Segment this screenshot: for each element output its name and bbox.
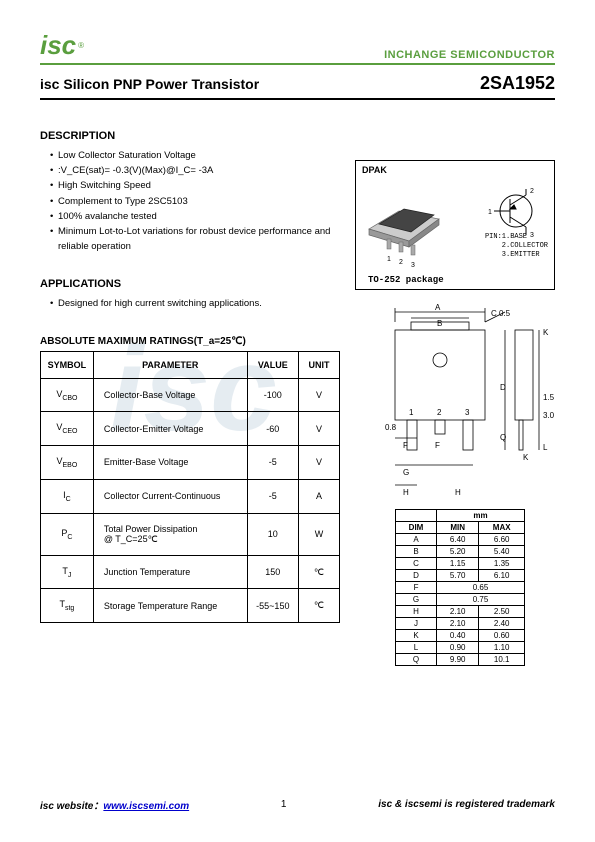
cell-param: Collector-Emitter Voltage	[93, 412, 247, 446]
table-row: ICCollector Current-Continuous-5A	[41, 479, 340, 513]
cell-unit: V	[298, 378, 339, 412]
title-row: isc Silicon PNP Power Transistor 2SA1952	[40, 73, 555, 100]
applications-list: Designed for high current switching appl…	[40, 296, 345, 311]
cell-min: 9.90	[437, 654, 479, 666]
cell-value: -5	[247, 479, 298, 513]
cell-unit: ℃	[298, 589, 339, 623]
description-heading: DESCRIPTION	[40, 130, 345, 142]
cell-symbol: IC	[41, 479, 94, 513]
cell-param: Junction Temperature	[93, 555, 247, 589]
cell-symbol: TJ	[41, 555, 94, 589]
footer-website: isc website：www.iscsemi.com	[40, 797, 189, 812]
cell-unit: V	[298, 412, 339, 446]
col-symbol: SYMBOL	[41, 351, 94, 378]
cell-max: 10.1	[479, 654, 525, 666]
col-parameter: PARAMETER	[93, 351, 247, 378]
cell-dim: Q	[396, 654, 437, 666]
table-row: VCEOCollector-Emitter Voltage-60V	[41, 412, 340, 446]
company-name: INCHANGE SEMICONDUCTOR	[384, 49, 555, 61]
col-unit: UNIT	[298, 351, 339, 378]
desc-item: High Switching Speed	[50, 178, 345, 193]
footer-trademark: isc & iscsemi is registered trademark	[378, 799, 555, 810]
cell-min: 0.40	[437, 630, 479, 642]
cell-value: 150	[247, 555, 298, 589]
page-footer: isc website：www.iscsemi.com 1 isc & iscs…	[40, 797, 555, 812]
table-row: L0.901.10	[396, 642, 525, 654]
page-number: 1	[281, 799, 287, 810]
cell-symbol: Tstg	[41, 589, 94, 623]
logo-text: isc	[40, 30, 76, 61]
website-link[interactable]: www.iscsemi.com	[103, 801, 189, 812]
ratings-heading: ABSOLUTE MAXIMUM RATINGS(T_a=25℃)	[40, 336, 345, 347]
cell-value: 10	[247, 513, 298, 555]
cell-value: -55~150	[247, 589, 298, 623]
table-row: TJJunction Temperature150℃	[41, 555, 340, 589]
part-number: 2SA1952	[480, 73, 555, 94]
desc-item: Low Collector Saturation Voltage	[50, 148, 345, 163]
table-row: TstgStorage Temperature Range-55~150℃	[41, 589, 340, 623]
cell-dim: K	[396, 630, 437, 642]
logo-registered: ®	[78, 41, 84, 50]
cell-symbol: PC	[41, 513, 94, 555]
desc-item: Minimum Lot-to-Lot variations for robust…	[50, 224, 345, 254]
trademark-text: isc & iscsemi is registered trademark	[378, 799, 555, 810]
cell-param: Total Power Dissipation@ T_C=25℃	[93, 513, 247, 555]
col-value: VALUE	[247, 351, 298, 378]
cell-max: 1.10	[479, 642, 525, 654]
page-header: isc ® INCHANGE SEMICONDUCTOR	[40, 30, 555, 65]
cell-param: Collector Current-Continuous	[93, 479, 247, 513]
desc-item: :V_CE(sat)= -0.3(V)(Max)@I_C= -3A	[50, 163, 345, 178]
cell-value: -100	[247, 378, 298, 412]
cell-param: Emitter-Base Voltage	[93, 446, 247, 480]
cell-unit: V	[298, 446, 339, 480]
cell-max: 0.60	[479, 630, 525, 642]
ratings-table: SYMBOL PARAMETER VALUE UNIT VCBOCollecto…	[40, 351, 340, 624]
cell-unit: ℃	[298, 555, 339, 589]
cell-min: 0.90	[437, 642, 479, 654]
desc-item: Complement to Type 2SC5103	[50, 194, 345, 209]
website-label: isc website：	[40, 801, 103, 812]
cell-symbol: VCBO	[41, 378, 94, 412]
table-row: VEBOEmitter-Base Voltage-5V	[41, 446, 340, 480]
applications-heading: APPLICATIONS	[40, 278, 345, 290]
logo: isc ®	[40, 30, 84, 61]
cell-value: -60	[247, 412, 298, 446]
cell-unit: W	[298, 513, 339, 555]
product-title: isc Silicon PNP Power Transistor	[40, 76, 259, 92]
cell-param: Collector-Base Voltage	[93, 378, 247, 412]
table-row: K0.400.60	[396, 630, 525, 642]
table-header-row: SYMBOL PARAMETER VALUE UNIT	[41, 351, 340, 378]
desc-item: 100% avalanche tested	[50, 209, 345, 224]
description-list: Low Collector Saturation Voltage :V_CE(s…	[40, 148, 345, 254]
table-row: VCBOCollector-Base Voltage-100V	[41, 378, 340, 412]
table-row: PCTotal Power Dissipation@ T_C=25℃10W	[41, 513, 340, 555]
table-row: Q9.9010.1	[396, 654, 525, 666]
cell-symbol: VEBO	[41, 446, 94, 480]
app-item: Designed for high current switching appl…	[50, 296, 345, 311]
cell-unit: A	[298, 479, 339, 513]
cell-dim: L	[396, 642, 437, 654]
cell-value: -5	[247, 446, 298, 480]
cell-symbol: VCEO	[41, 412, 94, 446]
cell-param: Storage Temperature Range	[93, 589, 247, 623]
